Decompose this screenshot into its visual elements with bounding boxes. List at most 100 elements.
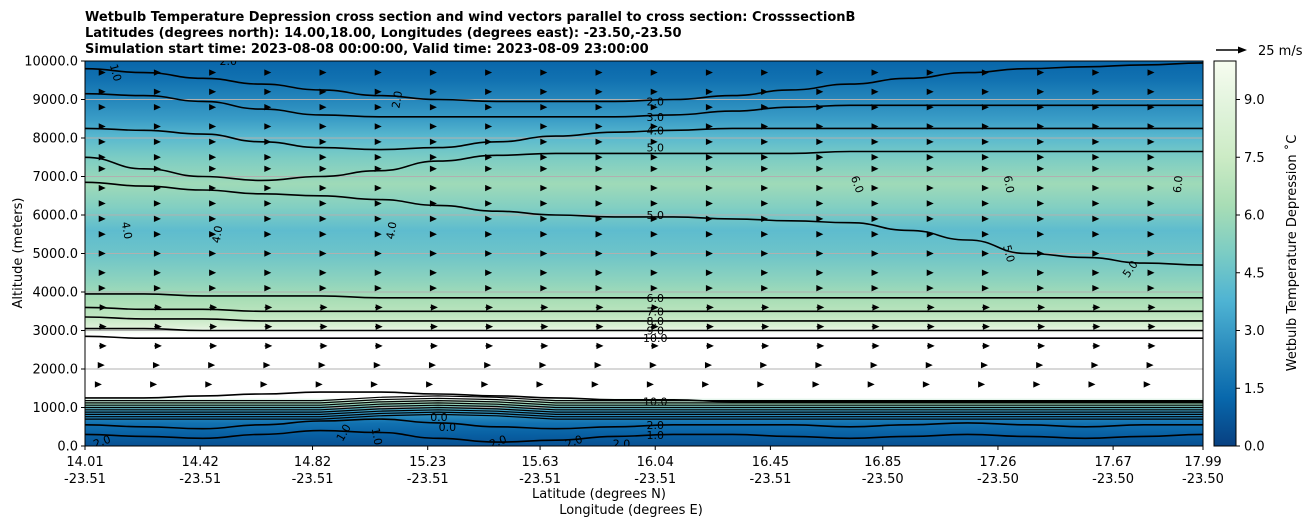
- boundary-layer-contour: [85, 395, 1203, 402]
- wind-vector-head: [1147, 284, 1155, 292]
- boundary-layer-contour: [85, 409, 1203, 415]
- wind-vector-head: [871, 250, 879, 257]
- wind-vector-head: [761, 69, 769, 76]
- wind-vector-head: [595, 200, 603, 207]
- contour-inline-label: 4.0: [210, 225, 226, 244]
- wind-vector-head: [926, 138, 934, 146]
- wind-vector-head: [867, 381, 875, 388]
- chart-title-line-1: Wetbulb Temperature Depression cross sec…: [85, 10, 855, 25]
- wind-vector-head: [209, 165, 217, 172]
- wind-vector-head: [320, 323, 328, 330]
- wind-vector-head: [205, 381, 213, 388]
- wind-vector-head: [154, 323, 162, 330]
- wind-vector-head: [704, 361, 712, 369]
- wind-vector-head: [374, 269, 382, 276]
- y-tick-label: 7000.0: [33, 170, 79, 185]
- wind-vector-head: [375, 304, 383, 311]
- wind-vector-head: [264, 284, 272, 292]
- wind-vector-head: [426, 381, 434, 388]
- wind-vector-head: [319, 269, 327, 276]
- wind-vector-head: [98, 284, 106, 292]
- wind-vector-head: [594, 361, 602, 369]
- wind-vector-head: [1147, 269, 1155, 276]
- wind-vector-head: [757, 381, 765, 388]
- wind-vector-head: [761, 88, 769, 95]
- wind-vector-head: [1147, 200, 1155, 207]
- wind-vector-head: [481, 381, 489, 388]
- wind-vector-head: [816, 250, 824, 257]
- wind-vector-head: [927, 304, 935, 311]
- x-tick-label-longitude: -23.50: [1092, 472, 1134, 487]
- wind-vector-head: [1092, 69, 1100, 76]
- wind-vector-head: [762, 304, 770, 311]
- wind-vector-head: [319, 69, 327, 76]
- wind-vector-head: [651, 323, 659, 330]
- wind-vector-head: [485, 154, 493, 161]
- wind-vector-head: [1147, 184, 1155, 192]
- wind-vector-head: [816, 104, 824, 111]
- wind-vector-head: [98, 138, 106, 146]
- wind-vector-head: [705, 104, 713, 111]
- wind-vector-head: [209, 104, 217, 111]
- wind-vector-head: [981, 69, 989, 76]
- wind-vector-head: [761, 154, 769, 161]
- boundary-layer-contour: [85, 402, 1203, 409]
- wind-vector-head: [926, 200, 934, 207]
- colorbar-label: Wetbulb Temperature Depression ˚C: [1284, 135, 1300, 372]
- wind-vector-head: [1147, 69, 1155, 76]
- wind-vector-head: [982, 304, 990, 311]
- colorbar-tick-label: 0.0: [1244, 440, 1265, 455]
- wind-vector-head: [98, 269, 106, 276]
- wind-vector-head: [649, 361, 657, 369]
- x-tick-label-longitude: -23.51: [749, 472, 791, 487]
- boundary-layer-contour: [85, 404, 1203, 411]
- wind-vector-head: [705, 284, 713, 292]
- contour-level-label: 2.0: [646, 95, 664, 108]
- x-tick-label-latitude: 17.99: [1184, 455, 1221, 470]
- boundary-layer-contour: [85, 399, 1203, 406]
- wind-vector-head: [1037, 165, 1045, 172]
- wind-vector-head: [871, 88, 879, 95]
- wind-vector-head: [1037, 88, 1045, 95]
- wind-vector-head: [319, 231, 327, 238]
- wind-vector-head: [319, 184, 327, 192]
- boundary-layer-contour: [85, 411, 1203, 418]
- wind-vector-head: [209, 250, 217, 257]
- x-tick-label-longitude: -23.51: [407, 472, 449, 487]
- wind-vector-head: [540, 154, 548, 161]
- wind-vector-head: [1147, 123, 1155, 130]
- wind-vector-head: [595, 250, 603, 257]
- wind-vector-head: [98, 104, 106, 111]
- wind-vector-head: [1037, 200, 1045, 207]
- wind-vector-head: [540, 269, 548, 276]
- wind-vector-head: [429, 154, 437, 161]
- wind-vector-head: [98, 88, 106, 95]
- wind-vector-head: [761, 165, 769, 172]
- wind-vector-head: [98, 154, 106, 161]
- y-tick-label: 10000.0: [24, 55, 78, 70]
- wind-vector-head: [539, 361, 547, 369]
- wind-vector-head: [871, 104, 879, 111]
- x-tick-label-longitude: -23.50: [1182, 472, 1224, 487]
- wind-vector-head: [99, 304, 107, 311]
- wind-vector-head: [762, 342, 770, 350]
- wind-vector-head: [486, 304, 494, 311]
- wind-vector-head: [596, 323, 604, 330]
- wind-vector-head: [540, 250, 548, 257]
- wind-vector-head: [260, 381, 268, 388]
- x-tick-label-latitude: 15.23: [409, 455, 446, 470]
- wind-vector-head: [429, 184, 437, 192]
- wind-vector-head: [595, 165, 603, 172]
- wind-vector-head: [320, 304, 328, 311]
- wind-vector-head: [926, 88, 934, 95]
- wind-vector-head: [926, 165, 934, 172]
- wind-vector-head: [319, 284, 327, 292]
- y-tick-label: 2000.0: [33, 363, 79, 378]
- wind-vector-head: [429, 284, 437, 292]
- wind-vector-head: [871, 123, 879, 130]
- wind-vector-head: [1092, 154, 1100, 161]
- wind-vector-head: [872, 304, 880, 311]
- wind-vector-head: [1037, 250, 1045, 257]
- wind-vector-head: [595, 104, 603, 111]
